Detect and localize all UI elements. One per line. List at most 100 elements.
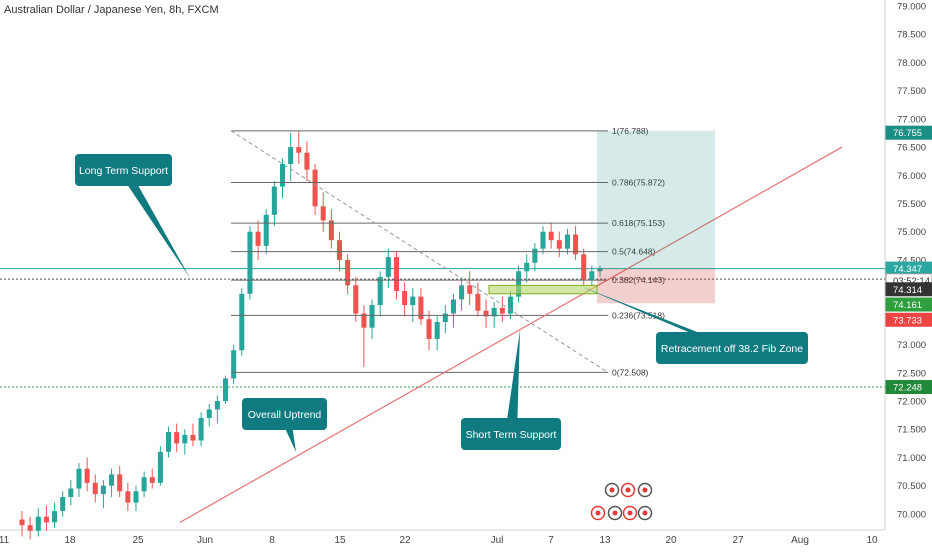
x-tick-label: 25 [132,535,144,546]
candle-body [328,220,334,241]
y-tick-label: 70.500 [897,481,926,492]
y-tick-label: 70.000 [897,509,926,520]
candle-body [52,511,58,523]
price-axis-label-bg [885,380,932,395]
stop-zone [597,268,715,304]
candle-body [499,307,505,314]
candle-body [312,169,318,207]
candle-body [206,409,212,418]
callout-box [242,398,327,430]
candle-body [141,477,147,492]
candle-body [157,451,163,483]
candle-body [35,516,41,531]
x-tick-label: Jul [491,535,504,546]
x-tick-label: 11 [0,535,10,546]
price-axis-label: 73.733 [893,315,922,326]
candle-body [182,434,188,444]
y-tick-label: 78.000 [897,58,926,69]
candle-body [507,296,513,314]
fib-level-label: 0.236(73.518) [612,310,665,320]
y-tick-label: 75.500 [897,199,926,210]
event-marker-dot [612,510,618,516]
fib-level-label: 0.5(74.648) [612,247,656,257]
candle-body [84,468,90,483]
candle-body [564,234,570,249]
x-tick-label: 13 [599,535,611,546]
x-tick-label: 7 [548,535,554,546]
price-axis-label: 74.347 [893,264,922,275]
candle-body [68,488,74,497]
candle-body [296,147,302,153]
event-marker-dot [642,510,648,516]
price-axis-label-bg [885,312,932,327]
event-marker-dot [642,487,648,493]
callout-pointer [117,170,190,278]
candle-body [532,248,538,263]
price-axis-label: 74.161 [893,300,922,311]
x-tick-label: 10 [866,535,878,546]
candle-body [491,307,497,317]
y-tick-label: 78.500 [897,30,926,41]
x-tick-label: 15 [334,535,346,546]
candle-body [166,432,172,452]
fib-level-label: 0.382(74.143) [612,275,665,285]
y-tick-label: 72.500 [897,368,926,379]
price-axis-label: 72.248 [893,383,922,394]
candle-body [442,313,448,323]
chart-title: Australian Dollar / Japanese Yen, 8h, FX… [4,4,219,16]
x-tick-label: Jun [197,535,213,546]
candle-body [133,491,139,503]
candle-body [589,271,595,280]
candle-body [247,231,253,294]
candle-body [548,231,554,241]
y-tick-label: 79.000 [897,2,926,13]
candle-body [174,432,180,444]
y-tick-label: 74.500 [897,255,926,266]
candle-body [467,285,473,294]
candle-body [377,276,383,306]
candle-body [125,491,131,503]
candle-body [304,152,310,170]
price-axis-label: 76.755 [893,128,922,139]
candle-body [214,401,220,410]
candle-body [198,417,204,441]
callout-box [656,332,808,364]
candle-body [426,319,432,339]
x-tick-label: Aug [791,535,809,546]
y-tick-label: 71.500 [897,425,926,436]
candle-body [255,231,261,246]
event-marker-dot [609,487,615,493]
candle-body [279,164,286,187]
price-axis-label-bg [885,282,932,297]
callout-pointer [505,330,520,434]
candle-body [556,240,562,249]
candle-body [597,268,603,272]
y-tick-label: 77.500 [897,86,926,97]
x-tick-label: 22 [399,535,411,546]
candle-body [239,293,245,351]
uptrend-line [179,146,843,523]
candle-body [385,257,391,277]
candle-body [524,262,530,272]
candle-body [231,350,237,379]
candle-body [27,525,33,531]
fib-level-label: 0.618(75.153) [612,218,665,228]
x-tick-label: 8 [269,535,275,546]
candle-body [271,186,277,215]
candle-body [60,496,66,512]
candle-body [149,477,155,483]
callout-box [461,418,561,450]
target-zone [597,130,715,269]
price-axis-label-bg [885,297,932,312]
candle-body [345,259,351,286]
fib-level-label: 1(76.788) [612,126,649,136]
support-zone [488,284,598,295]
callout-text: Retracement off 38.2 Fib Zone [661,343,803,355]
candle-body [393,257,400,291]
candle-body [402,290,408,306]
candle-body [109,474,115,486]
candle-body [43,516,49,523]
candle-body [475,293,481,311]
callout-text: Short Term Support [466,429,557,441]
